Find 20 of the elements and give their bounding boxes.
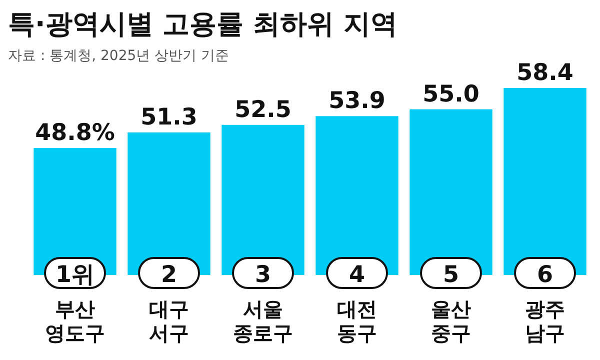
chart-subtitle: 자료 : 통계청, 2025년 상반기 기준 (8, 48, 230, 64)
annotation: 1위 (55, 262, 95, 288)
data-label: 48.8% (35, 120, 115, 146)
x-tick-label: 울산 중구 (431, 297, 471, 345)
data-label: 58.4 (516, 60, 574, 86)
annotation: 6 (536, 262, 554, 288)
data-label: 55.0 (422, 81, 480, 108)
x-tick-label: 부산 영도구 (45, 297, 105, 345)
data-label: 53.9 (328, 88, 386, 114)
annotation: 3 (254, 262, 272, 288)
x-tick-label: 광주 남구 (525, 297, 565, 345)
data-label: 52.5 (234, 96, 292, 123)
annotation: 5 (442, 262, 460, 288)
x-tick-label: 대전 동구 (337, 297, 377, 345)
data-label: 51.3 (140, 104, 198, 130)
x-tick-label: 대구 서구 (149, 297, 189, 345)
x-tick-label: 서울 종로구 (233, 297, 293, 345)
annotation: 4 (348, 262, 366, 288)
chart-title: 특·광역시별 고용률 최하위 지역 (8, 9, 398, 40)
annotation: 2 (160, 262, 178, 288)
